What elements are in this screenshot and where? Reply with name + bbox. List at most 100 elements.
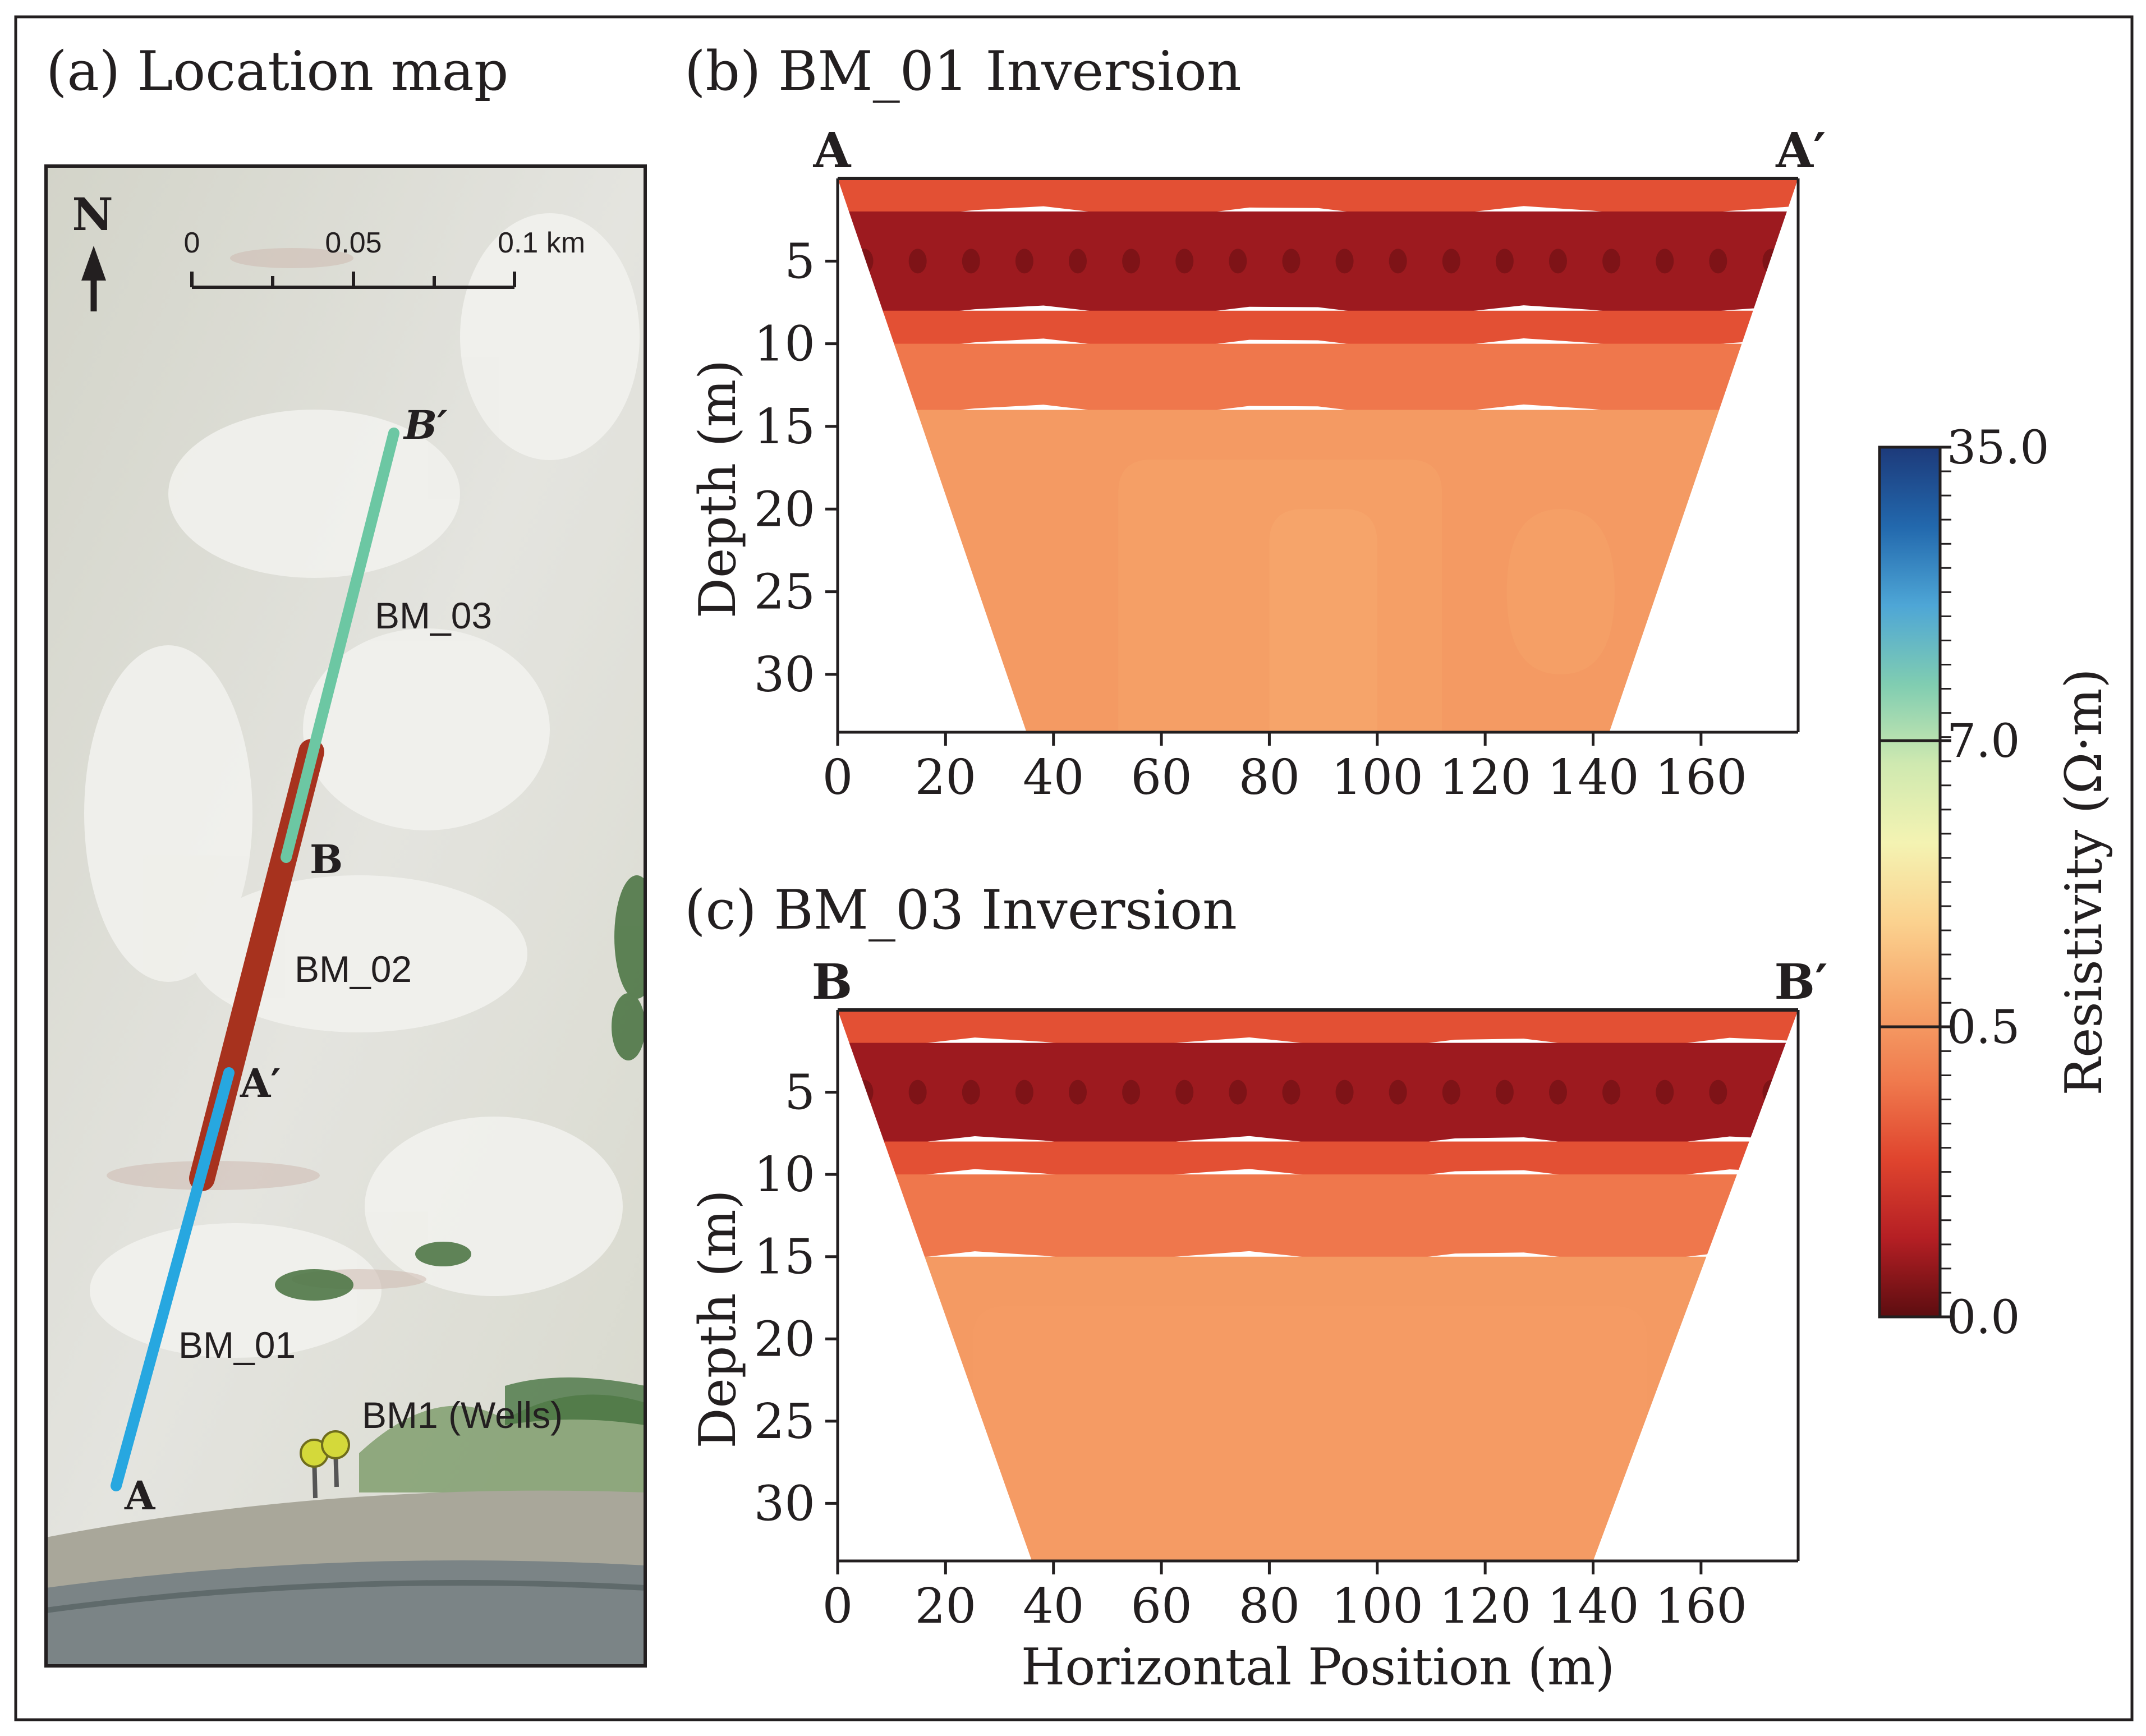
y-tick-label: 5 <box>784 1065 815 1121</box>
panel-c-title: (c) BM_03 Inversion <box>684 879 1237 942</box>
scale-label-01: 0.1 km <box>498 227 585 259</box>
y-tick-label: 20 <box>754 481 815 538</box>
low-resistivity-spot <box>1495 249 1514 274</box>
resistivity-layer <box>838 211 1798 316</box>
section-bm03: 5 10 15 20 25 300 20 40 60 80 100 120 140 160 B B′ Depth… <box>688 954 1828 1697</box>
x-tick-label: 140 <box>1547 1578 1639 1634</box>
y-tick-label: 10 <box>754 316 815 373</box>
section-bm01: 5 10 15 20 25 300 20 40 60 80 100 120 140 160 A A′ Depth… <box>688 122 1826 806</box>
map-label-wells: BM1 (Wells) <box>362 1394 563 1436</box>
x-tick-label: 160 <box>1655 750 1747 806</box>
north-arrow-icon: N <box>72 188 113 311</box>
low-resistivity-spot <box>1069 249 1087 274</box>
y-tick-label: 5 <box>784 233 815 290</box>
low-resistivity-spot <box>908 1080 927 1105</box>
y-axis-label: Depth (m) <box>688 360 747 618</box>
scale-label-005: 0.05 <box>325 227 382 259</box>
x-tick-label: 80 <box>1239 1578 1300 1634</box>
resistivity-anomaly <box>1269 509 1377 732</box>
section-end-label: B′ <box>1774 954 1827 1011</box>
resistivity-anomaly <box>1506 509 1615 674</box>
section-start-label: A <box>813 122 852 179</box>
y-tick-label: 25 <box>754 1394 815 1450</box>
colorbar-label-35: 35.0 <box>1947 421 2050 475</box>
resistivity-layer <box>838 1010 1798 1049</box>
colorbar-fill <box>1880 447 1940 1317</box>
low-resistivity-spot <box>1602 1080 1621 1105</box>
map-frame <box>44 164 647 1668</box>
low-resistivity-spot <box>1656 249 1674 274</box>
section-body <box>838 178 1798 732</box>
colorbar-minor-ticks <box>1940 470 1951 1294</box>
road-edge <box>46 1580 645 1613</box>
low-resistivity-spot <box>962 1080 980 1105</box>
low-resistivity-spot <box>1335 1080 1354 1105</box>
figure-border <box>14 15 2134 1721</box>
y-tick-label: 30 <box>754 647 815 703</box>
low-resistivity-spot <box>1602 249 1621 274</box>
resistivity-layer <box>838 178 1798 217</box>
panel-b-title: (b) BM_01 Inversion <box>684 40 1242 103</box>
y-tick-label: 30 <box>754 1476 815 1532</box>
resistivity-anomaly <box>972 1306 1647 1561</box>
low-resistivity-spot <box>1442 249 1460 274</box>
low-resistivity-spot <box>1656 1080 1674 1105</box>
svg-text:N: N <box>72 188 113 241</box>
low-resistivity-spot <box>1069 1080 1087 1105</box>
low-resistivity-spot <box>1122 249 1141 274</box>
section-start-label: B <box>812 954 853 1011</box>
x-tick-label: 120 <box>1439 750 1531 806</box>
y-tick-label: 20 <box>754 1311 815 1367</box>
bm03-line <box>281 428 399 863</box>
low-resistivity-spot <box>908 249 927 274</box>
panel-a-title: (a) Location map <box>46 40 508 103</box>
low-resistivity-spot <box>1282 249 1301 274</box>
y-axis-label: Depth (m) <box>688 1190 747 1448</box>
low-resistivity-spot <box>1389 1080 1407 1105</box>
x-tick-label: 160 <box>1655 1578 1747 1634</box>
map-label-b-prime: B′ <box>403 402 448 448</box>
resistivity-layer <box>838 1174 1798 1262</box>
resistivity-layer <box>838 1141 1798 1181</box>
x-tick-label: 140 <box>1547 750 1639 806</box>
map-label-bm01: BM_01 <box>178 1324 296 1366</box>
y-tick-label: 15 <box>754 399 815 455</box>
x-tick-label: 80 <box>1239 750 1300 806</box>
low-resistivity-spot <box>855 1080 874 1105</box>
low-resistivity-spot <box>1762 249 1781 274</box>
colorbar-title: Resistivity (Ω·m) <box>2055 668 2113 1095</box>
low-resistivity-spot <box>1709 249 1727 274</box>
low-resistivity-spot <box>1389 249 1407 274</box>
map-label-a-prime: A′ <box>240 1060 281 1106</box>
y-tick-label: 10 <box>754 1147 815 1203</box>
map-label-bm03: BM_03 <box>375 595 492 636</box>
x-tick-label: 60 <box>1131 1578 1192 1634</box>
y-tick-label: 15 <box>754 1229 815 1285</box>
colorbar-label-7: 7.0 <box>1947 715 2020 768</box>
x-tick-label: 100 <box>1331 1578 1423 1634</box>
wells-pin-icon <box>300 1430 350 1499</box>
low-resistivity-spot <box>1175 249 1194 274</box>
resistivity-layer <box>838 310 1798 350</box>
road <box>46 1560 645 1666</box>
low-resistivity-spot <box>1549 249 1567 274</box>
colorbar-label-05: 0.5 <box>1947 1001 2020 1054</box>
low-resistivity-spot <box>1175 1080 1194 1105</box>
x-tick-label: 40 <box>1023 750 1084 806</box>
x-tick-label: 0 <box>822 750 853 806</box>
vegetation <box>275 875 645 1301</box>
resistivity-layer <box>838 1042 1798 1147</box>
low-resistivity-spot <box>1762 1080 1781 1105</box>
low-resistivity-spot <box>1442 1080 1460 1105</box>
x-tick-label: 0 <box>822 1578 853 1634</box>
section-end-label: A′ <box>1775 122 1826 179</box>
low-resistivity-spot <box>1229 249 1247 274</box>
low-resistivity-spot <box>1015 1080 1033 1105</box>
low-resistivity-spot <box>1709 1080 1727 1105</box>
x-tick-label: 100 <box>1331 750 1423 806</box>
low-resistivity-spot <box>1549 1080 1567 1105</box>
x-tick-label: 60 <box>1131 750 1192 806</box>
x-tick-label: 20 <box>915 1578 976 1634</box>
x-tick-label: 40 <box>1023 1578 1084 1634</box>
